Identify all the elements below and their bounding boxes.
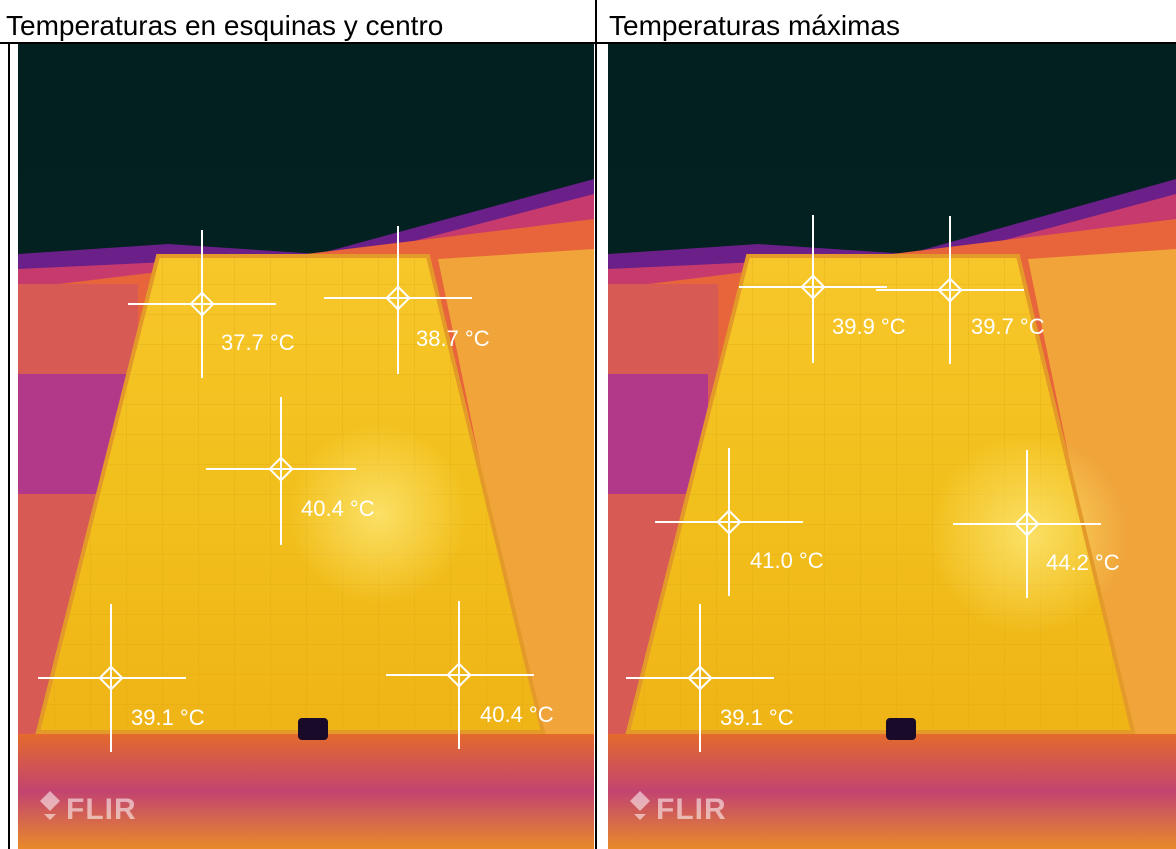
spot-readout: 37.7 °C bbox=[221, 330, 295, 355]
spot-readout: 39.1 °C bbox=[720, 705, 794, 730]
spot-readout: 41.0 °C bbox=[750, 548, 824, 573]
spot-readout: 40.4 °C bbox=[301, 496, 375, 521]
table-divider bbox=[595, 0, 597, 849]
spot-marker bbox=[386, 601, 534, 749]
panel-left-heading: Temperaturas en esquinas y centro bbox=[6, 10, 444, 41]
table-border bbox=[0, 42, 1176, 44]
panel-right: Temperaturas máximas bbox=[597, 0, 1176, 849]
thermal-image-left: 37.7 °C 38.7 °C 40.4 °C 39.1 °C bbox=[18, 44, 594, 849]
spot-marker bbox=[655, 448, 803, 596]
spot-marker bbox=[206, 397, 356, 545]
flir-logo: FLIR bbox=[630, 791, 727, 826]
spot-marker bbox=[626, 604, 774, 752]
spot-readout: 39.7 °C bbox=[971, 314, 1045, 339]
spot-readout: 39.9 °C bbox=[832, 314, 906, 339]
spot-readout: 38.7 °C bbox=[416, 326, 490, 351]
panel-left: Temperaturas en esquinas y centro bbox=[6, 10, 594, 849]
flir-logo: FLIR bbox=[40, 791, 137, 826]
spot-readout: 39.1 °C bbox=[131, 705, 205, 730]
spot-marker bbox=[876, 216, 1024, 364]
spot-marker bbox=[953, 450, 1101, 598]
thermal-image-right: 39.9 °C 39.7 °C 41.0 °C 44.2 °C bbox=[608, 44, 1176, 849]
panel-right-heading: Temperaturas máximas bbox=[609, 10, 900, 41]
svg-text:FLIR: FLIR bbox=[656, 793, 727, 826]
spot-marker bbox=[38, 604, 186, 752]
spot-marker bbox=[128, 230, 276, 378]
spot-marker bbox=[739, 215, 887, 363]
svg-text:FLIR: FLIR bbox=[66, 793, 137, 826]
spot-readout: 44.2 °C bbox=[1046, 550, 1120, 575]
spot-readout: 40.4 °C bbox=[480, 702, 554, 727]
table-border bbox=[8, 42, 10, 849]
spot-marker bbox=[324, 226, 472, 374]
